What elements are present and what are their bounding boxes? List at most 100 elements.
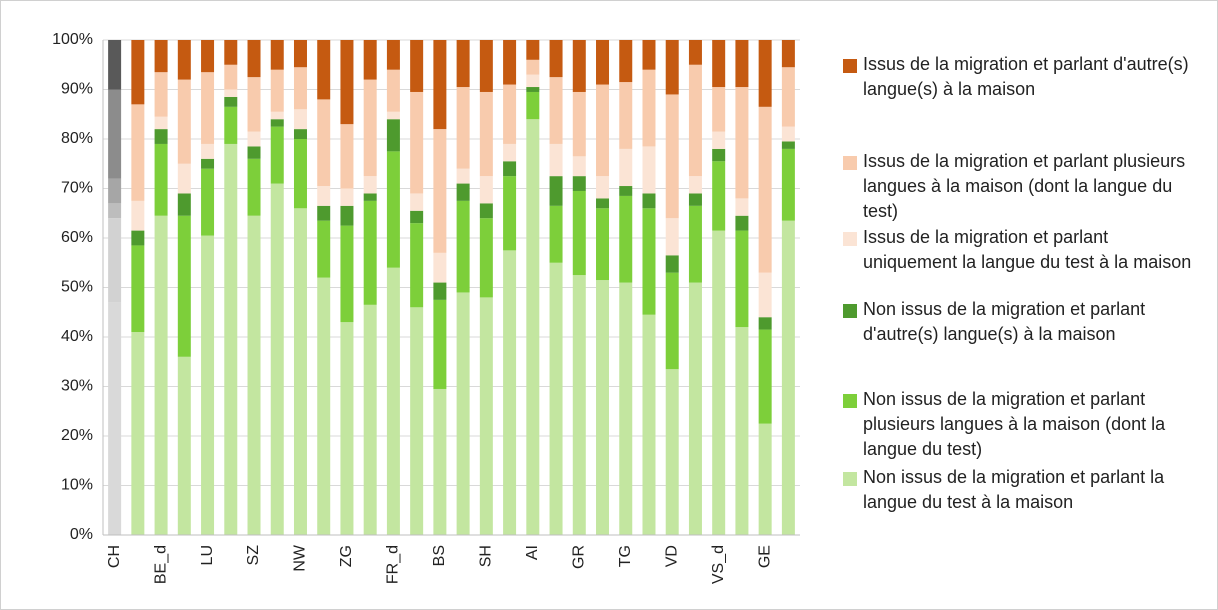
bar-segment — [619, 148, 633, 187]
bar-segment — [410, 193, 424, 211]
bar-segment — [131, 230, 145, 246]
bar-segment — [224, 64, 238, 90]
bar-segment — [317, 220, 331, 278]
bar-segment — [270, 40, 284, 70]
y-tick-label: 90% — [61, 81, 93, 98]
bar-segment — [572, 176, 586, 191]
bar-segment — [317, 40, 331, 100]
bar-segment — [154, 116, 168, 130]
bar-segment — [247, 40, 261, 78]
bar-segment — [131, 332, 145, 535]
legend-swatch — [843, 394, 857, 408]
bar-segment — [758, 329, 772, 424]
bar-segment — [549, 176, 563, 206]
bar-segment — [270, 111, 284, 120]
bar-segment — [712, 161, 726, 231]
legend-entry: Issus de la migration et parlant d'autre… — [843, 52, 1193, 102]
bar-segment — [456, 168, 470, 184]
bar-segment — [503, 250, 517, 535]
bar-segment — [108, 302, 122, 535]
bar-segment — [317, 99, 331, 187]
x-tick-label: SZ — [245, 545, 262, 566]
bar-segment — [154, 215, 168, 535]
bar-segment — [572, 40, 586, 92]
bar-segment — [526, 59, 540, 75]
x-tick-label: LU — [199, 545, 216, 565]
bar-segment — [247, 158, 261, 216]
bar-segment — [642, 193, 656, 209]
bar-segment — [781, 220, 795, 536]
bar-segment — [688, 64, 702, 177]
bar-segment — [293, 208, 307, 536]
bar-segment — [363, 79, 377, 177]
bar-segment — [317, 186, 331, 206]
x-tick-label: VS_d — [710, 545, 727, 584]
bar-segment — [549, 205, 563, 263]
bar-segment — [177, 215, 191, 357]
bar-segment — [549, 77, 563, 144]
bar-segment — [177, 163, 191, 194]
bar-segment — [386, 119, 400, 152]
x-tick-label: AI — [524, 545, 541, 560]
x-tick-label: NW — [292, 544, 309, 572]
bar-segment — [642, 69, 656, 147]
bar-segment — [270, 119, 284, 127]
bar-segment — [340, 124, 354, 189]
bar-segment — [154, 72, 168, 117]
y-tick-label: 80% — [61, 130, 93, 147]
bar-segment — [201, 235, 215, 535]
bar-segment — [363, 176, 377, 194]
legend-entry: Non issus de la migration et parlant plu… — [843, 387, 1193, 462]
bar-segment — [596, 84, 610, 177]
bar-segment — [596, 208, 610, 281]
bar-segment — [688, 282, 702, 535]
bar-segment — [526, 119, 540, 535]
bar-segment — [293, 129, 307, 139]
bar-segment — [642, 208, 656, 315]
bar-segment — [386, 69, 400, 112]
legend-label: Non issus de la migration et parlant d'a… — [863, 299, 1146, 344]
bar-segment — [619, 186, 633, 196]
bar-segment — [526, 87, 540, 92]
bar-segment — [665, 218, 679, 256]
bar-segment — [665, 272, 679, 370]
legend-swatch — [843, 156, 857, 170]
bar-segment — [270, 69, 284, 112]
bar-segment — [665, 40, 679, 95]
bar-segment — [479, 176, 493, 204]
bar-segment — [363, 200, 377, 305]
bar-segment — [201, 72, 215, 144]
bar-segment — [456, 292, 470, 535]
bar-segment — [503, 176, 517, 251]
x-tick-label: BE_d — [152, 545, 169, 584]
bar-segment — [293, 67, 307, 110]
y-tick-label: 100% — [52, 31, 93, 48]
legend-label: Issus de la migration et parlant d'autre… — [863, 54, 1189, 99]
bar-segment — [386, 111, 400, 120]
bar-segment — [270, 183, 284, 536]
legend-entry: Non issus de la migration et parlant d'a… — [843, 297, 1193, 347]
bar-segment — [154, 40, 168, 73]
bar-segment — [456, 40, 470, 88]
bar-segment — [526, 40, 540, 60]
bar-segment — [363, 193, 377, 201]
bar-segment — [386, 267, 400, 535]
bar-segment — [735, 40, 749, 88]
bar-segment — [665, 369, 679, 535]
bar-segment — [456, 183, 470, 201]
legend-swatch — [843, 472, 857, 486]
bar-segment — [433, 129, 447, 253]
legend-label: Issus de la migration et parlant uniquem… — [863, 227, 1192, 272]
y-tick-label: 0% — [70, 526, 93, 543]
bar-segment — [758, 40, 772, 107]
bar-segment — [131, 200, 145, 231]
bar-segment — [712, 40, 726, 88]
y-tick-label: 50% — [61, 279, 93, 296]
bar-segment — [619, 40, 633, 83]
y-tick-label: 40% — [61, 328, 93, 345]
bar-segment — [712, 230, 726, 535]
bar-segment — [456, 87, 470, 169]
bar-segment — [712, 87, 726, 132]
bar-segment — [572, 91, 586, 157]
bar-segment — [224, 89, 238, 97]
